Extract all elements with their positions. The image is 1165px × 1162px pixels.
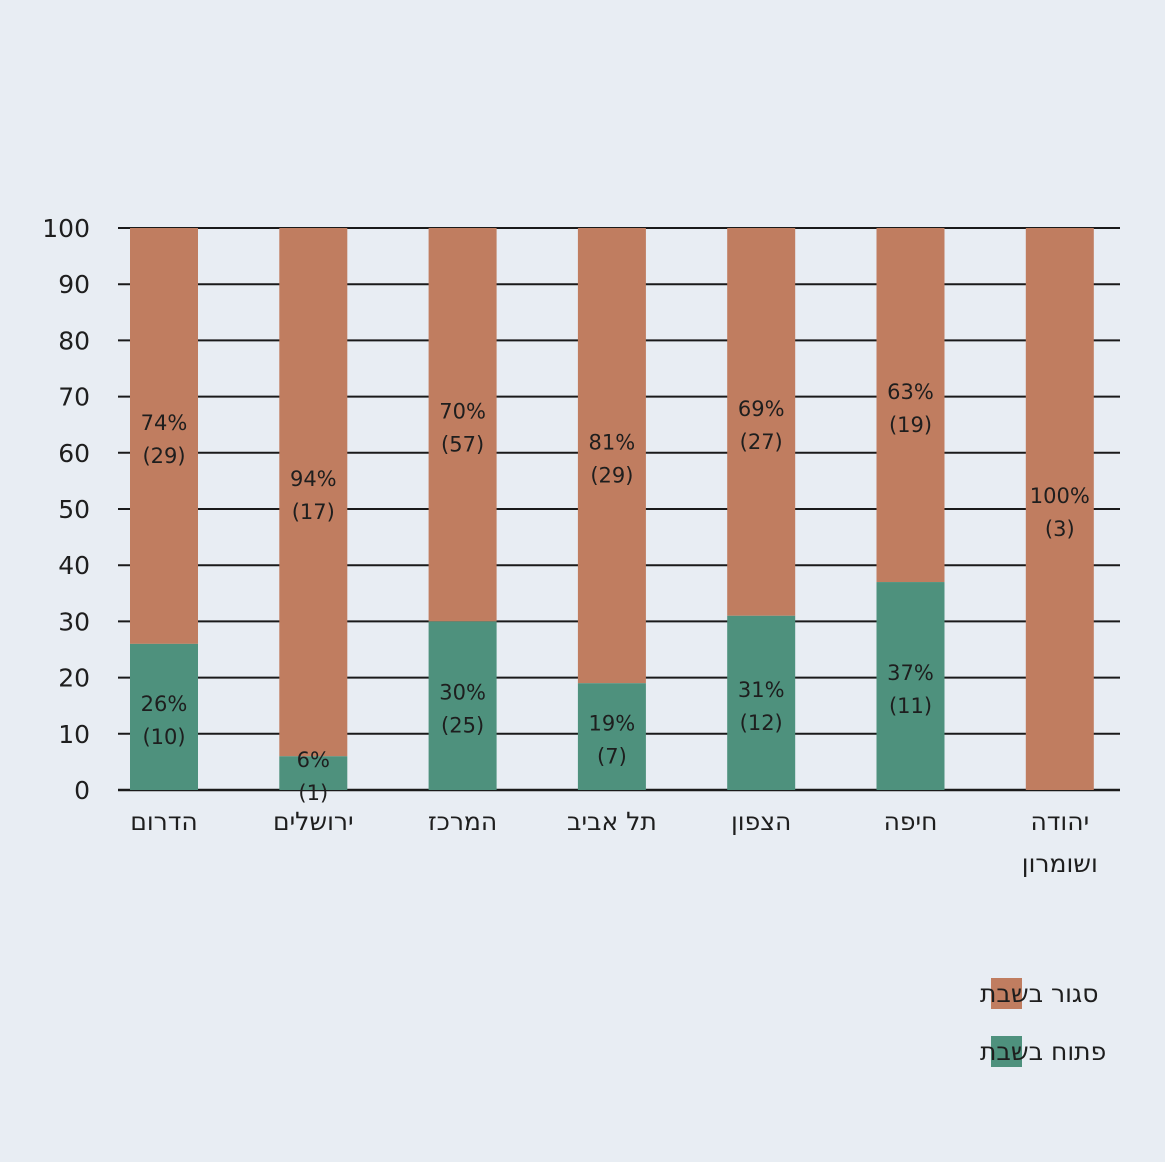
data-label-open-percent: 19%: [589, 712, 636, 736]
data-label-open-count: (10): [142, 725, 185, 749]
y-tick-label: 10: [58, 720, 90, 749]
x-category-label: הצפון: [731, 807, 791, 836]
legend-swatch: [991, 978, 1022, 1009]
data-label-closed-count: (27): [740, 430, 783, 454]
y-tick-label: 30: [58, 607, 90, 636]
data-label-open-count: (1): [298, 781, 328, 805]
bar-closed-segment: [876, 228, 945, 583]
bars: 74% (29) 26% (10) 94% (17) 6% (1) 70% (57) 30% (25)…: [130, 228, 1094, 805]
x-category-label: תל אביב: [567, 807, 657, 836]
y-tick-label: 20: [58, 664, 90, 693]
bar-open-segment: [428, 621, 497, 790]
data-label-open-percent: 37%: [887, 661, 934, 685]
y-tick-label: 60: [58, 439, 90, 468]
data-label-closed-percent: 100%: [1030, 484, 1090, 508]
data-label-closed-percent: 81%: [589, 431, 636, 455]
data-label-open-percent: 6%: [297, 748, 330, 772]
x-category-label: הדרום: [130, 807, 198, 836]
x-category-label: יהודה: [1030, 807, 1089, 836]
y-tick-label: 40: [58, 551, 90, 580]
y-tick-label: 90: [58, 270, 90, 299]
data-label-closed-count: (29): [590, 464, 633, 488]
data-label-closed-count: (17): [292, 500, 335, 524]
bar-open-segment: [727, 615, 796, 790]
data-label-closed-percent: 70%: [439, 400, 486, 424]
x-axis: הדרום ירושלים המרכז תל אביב הצפון חיפה יהודה וש…: [130, 807, 1098, 878]
bar-closed-segment: [1025, 228, 1094, 790]
legend-swatch: [991, 1036, 1022, 1067]
bar-open-segment: [577, 683, 646, 790]
bar-closed-segment: [727, 228, 796, 616]
data-label-closed-percent: 94%: [290, 467, 337, 491]
bar-closed-segment: [428, 228, 497, 622]
bar-open-segment: [876, 582, 945, 790]
x-category-label: ירושלים: [273, 807, 354, 836]
y-tick-label: 80: [58, 326, 90, 355]
data-label-open-count: (25): [441, 714, 484, 738]
data-label-closed-count: (19): [889, 413, 932, 437]
x-category-label: המרכז: [428, 807, 497, 836]
data-label-closed-percent: 63%: [887, 380, 934, 404]
bar-closed-segment: [279, 228, 348, 757]
data-label-closed-count: (57): [441, 433, 484, 457]
x-category-label: ושומרון: [1022, 849, 1098, 878]
y-tick-label: 50: [58, 495, 90, 524]
data-label-open-count: (7): [597, 745, 627, 769]
bar-open-segment: [279, 756, 348, 790]
data-label-closed-percent: 74%: [141, 411, 188, 435]
bar-open-segment: [130, 643, 198, 790]
data-label-open-percent: 30%: [439, 681, 486, 705]
data-label-open-percent: 26%: [141, 692, 188, 716]
bar-closed-segment: [130, 228, 198, 644]
data-label-open-count: (11): [889, 694, 932, 718]
legend: סגור בשבת פתוח בשבת: [980, 978, 1106, 1067]
data-label-open-percent: 31%: [738, 678, 785, 702]
y-tick-label: 70: [58, 383, 90, 412]
data-label-open-count: (12): [740, 711, 783, 735]
legend-label: פתוח בשבת: [980, 1037, 1106, 1066]
bar-closed-segment: [577, 228, 646, 684]
y-tick-label: 0: [74, 776, 90, 805]
legend-label: סגור בשבת: [980, 979, 1098, 1008]
data-label-closed-count: (3): [1045, 517, 1075, 541]
x-category-label: חיפה: [884, 807, 938, 836]
y-tick-label: 100: [42, 214, 90, 243]
data-label-closed-count: (29): [142, 444, 185, 468]
data-label-closed-percent: 69%: [738, 397, 785, 421]
y-axis: 0 10 20 30 40 50 60 70 80 90 100: [42, 214, 90, 805]
